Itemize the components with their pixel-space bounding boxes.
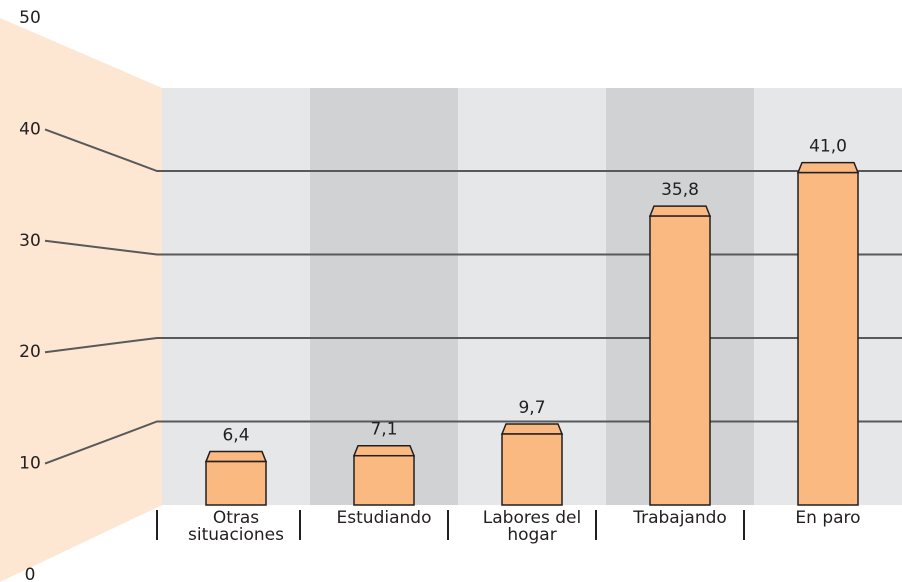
bar bbox=[501, 433, 563, 506]
x-tick-label: Otras situaciones bbox=[188, 508, 284, 545]
bar bbox=[797, 171, 859, 506]
column-band bbox=[162, 88, 310, 505]
bar bbox=[353, 454, 415, 506]
y-tick-label: 20 bbox=[19, 342, 41, 362]
column-band bbox=[310, 88, 458, 505]
x-tick-label: Labores del hogar bbox=[482, 508, 582, 545]
grid-line bbox=[44, 128, 902, 172]
value-label: 6,4 bbox=[222, 426, 249, 446]
value-label: 9,7 bbox=[518, 398, 545, 418]
bar-top bbox=[796, 161, 860, 174]
y-tick-label: 0 bbox=[25, 565, 36, 582]
x-tick-label: Estudiando bbox=[336, 508, 432, 528]
y-tick-label: 10 bbox=[19, 454, 41, 474]
bar-top bbox=[204, 450, 268, 463]
y-tick-label: 40 bbox=[19, 119, 41, 139]
x-tick-label: En paro bbox=[795, 508, 861, 528]
x-tick-label: Trabajando bbox=[633, 508, 727, 528]
value-label: 41,0 bbox=[809, 137, 847, 157]
value-label: 7,1 bbox=[370, 420, 397, 440]
bar bbox=[205, 460, 267, 506]
bar-top bbox=[648, 205, 712, 217]
y-tick-label: 30 bbox=[19, 231, 41, 251]
y-tick-label: 50 bbox=[19, 8, 41, 28]
side-wall bbox=[0, 18, 162, 582]
bar bbox=[649, 215, 711, 506]
bar-top bbox=[500, 423, 564, 435]
value-label: 35,8 bbox=[661, 180, 699, 200]
bar-top bbox=[352, 444, 416, 457]
